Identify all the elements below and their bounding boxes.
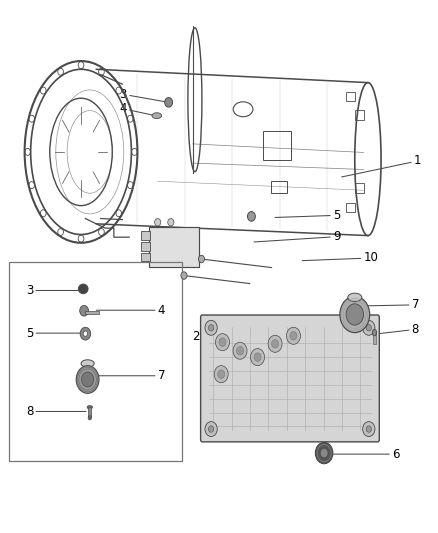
Ellipse shape	[348, 293, 362, 302]
Circle shape	[83, 331, 88, 336]
Text: 1: 1	[342, 155, 421, 177]
Bar	[85, 311, 99, 314]
Text: 8: 8	[374, 323, 419, 336]
Circle shape	[340, 296, 370, 333]
Circle shape	[290, 332, 297, 340]
Circle shape	[155, 219, 161, 226]
Text: 9: 9	[254, 230, 340, 243]
Circle shape	[80, 305, 88, 316]
Circle shape	[272, 340, 279, 348]
Ellipse shape	[78, 284, 88, 294]
Circle shape	[215, 334, 230, 351]
Text: 3: 3	[120, 88, 169, 102]
Circle shape	[315, 442, 333, 464]
Bar	[141, 253, 150, 261]
Circle shape	[181, 272, 187, 279]
Circle shape	[208, 325, 214, 331]
Circle shape	[254, 353, 261, 361]
Ellipse shape	[152, 113, 162, 118]
Text: 7: 7	[360, 298, 419, 311]
Circle shape	[363, 422, 375, 437]
Circle shape	[247, 212, 255, 221]
Circle shape	[218, 370, 225, 378]
Circle shape	[165, 98, 173, 107]
Bar	[355, 183, 364, 193]
Circle shape	[198, 255, 205, 263]
Circle shape	[320, 448, 328, 458]
Text: 4: 4	[120, 102, 158, 116]
Bar	[271, 181, 287, 193]
Text: 5: 5	[26, 327, 81, 340]
Circle shape	[286, 327, 300, 344]
Circle shape	[251, 349, 265, 366]
Bar	[88, 407, 91, 417]
Text: 5: 5	[275, 209, 340, 222]
Circle shape	[205, 320, 217, 335]
Bar	[373, 332, 376, 344]
Bar	[263, 131, 291, 160]
Text: 8: 8	[26, 405, 86, 418]
Ellipse shape	[372, 329, 377, 336]
Bar	[346, 92, 355, 101]
Bar	[355, 110, 364, 120]
Text: 4: 4	[96, 304, 165, 317]
Ellipse shape	[87, 406, 92, 409]
Bar	[141, 242, 150, 251]
Circle shape	[168, 219, 174, 226]
Circle shape	[76, 366, 99, 393]
Bar	[9, 262, 182, 461]
Text: 6: 6	[331, 448, 399, 461]
Circle shape	[363, 320, 375, 335]
Circle shape	[81, 372, 94, 387]
Bar	[149, 227, 199, 266]
Circle shape	[219, 338, 226, 346]
Circle shape	[366, 325, 371, 331]
Bar	[141, 231, 150, 240]
Circle shape	[268, 335, 282, 352]
Text: 10: 10	[302, 252, 378, 264]
Ellipse shape	[81, 360, 94, 367]
Circle shape	[88, 416, 92, 420]
Text: 3: 3	[26, 284, 78, 297]
Text: 7: 7	[99, 369, 165, 382]
Text: 2: 2	[192, 325, 234, 343]
Circle shape	[233, 342, 247, 359]
Circle shape	[366, 426, 371, 432]
Circle shape	[214, 366, 228, 383]
Circle shape	[80, 327, 91, 340]
Circle shape	[237, 346, 244, 355]
FancyBboxPatch shape	[201, 315, 379, 442]
Circle shape	[205, 422, 217, 437]
Bar	[346, 203, 355, 212]
Circle shape	[208, 426, 214, 432]
Circle shape	[346, 304, 364, 325]
